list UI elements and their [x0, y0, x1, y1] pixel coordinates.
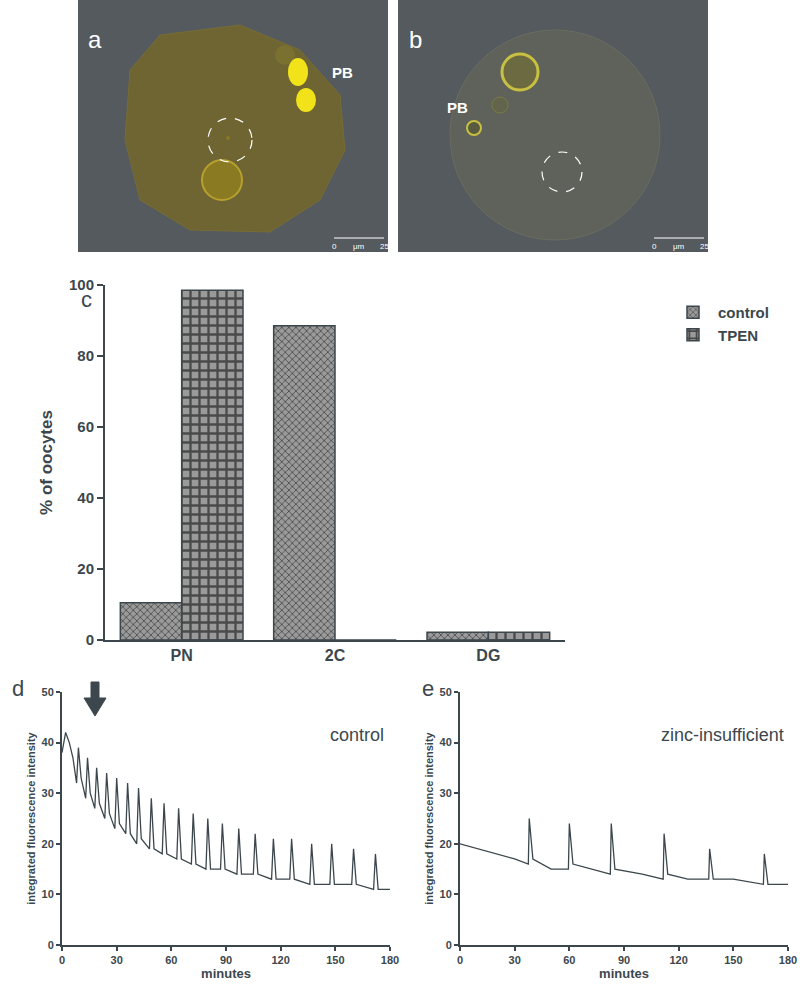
svg-text:zinc-insufficient: zinc-insufficient: [661, 725, 784, 745]
svg-text:2C: 2C: [325, 647, 346, 664]
svg-text:0: 0: [59, 954, 65, 966]
svg-text:120: 120: [669, 954, 687, 966]
svg-text:10: 10: [440, 888, 452, 900]
svg-text:0: 0: [457, 954, 463, 966]
svg-text:25: 25: [380, 242, 389, 251]
svg-text:PB: PB: [332, 64, 353, 81]
svg-text:90: 90: [220, 954, 232, 966]
svg-text:0: 0: [86, 631, 94, 648]
svg-text:0: 0: [48, 939, 54, 951]
svg-text:20: 20: [440, 838, 452, 850]
svg-text:25: 25: [700, 242, 709, 251]
svg-text:μm: μm: [353, 242, 365, 251]
svg-text:integrated fluorescence intens: integrated fluorescence intensity: [25, 731, 37, 904]
svg-text:0: 0: [446, 939, 452, 951]
svg-text:0: 0: [652, 242, 657, 251]
svg-text:50: 50: [440, 686, 452, 698]
svg-text:PB: PB: [447, 99, 468, 116]
svg-text:40: 40: [77, 489, 94, 506]
svg-text:90: 90: [618, 954, 630, 966]
svg-text:40: 40: [440, 736, 452, 748]
svg-text:30: 30: [111, 954, 123, 966]
svg-text:d: d: [12, 676, 24, 701]
svg-text:60: 60: [165, 954, 177, 966]
svg-text:180: 180: [381, 954, 399, 966]
svg-text:b: b: [409, 26, 422, 53]
svg-text:20: 20: [77, 560, 94, 577]
svg-text:30: 30: [440, 787, 452, 799]
svg-text:c: c: [81, 287, 92, 312]
svg-text:% of oocytes: % of oocytes: [37, 410, 56, 515]
svg-text:TPEN: TPEN: [718, 327, 758, 344]
svg-text:150: 150: [724, 954, 742, 966]
svg-text:30: 30: [509, 954, 521, 966]
svg-text:30: 30: [42, 787, 54, 799]
svg-text:0: 0: [332, 242, 337, 251]
svg-text:minutes: minutes: [201, 966, 251, 981]
svg-text:10: 10: [42, 888, 54, 900]
svg-text:50: 50: [42, 686, 54, 698]
svg-text:20: 20: [42, 838, 54, 850]
svg-text:μm: μm: [673, 242, 685, 251]
svg-text:e: e: [422, 676, 434, 701]
svg-text:40: 40: [42, 736, 54, 748]
svg-text:control: control: [330, 725, 384, 745]
svg-text:120: 120: [271, 954, 289, 966]
svg-text:180: 180: [779, 954, 797, 966]
svg-text:integrated fluorescence intens: integrated fluorescence intensity: [423, 731, 435, 904]
svg-text:80: 80: [77, 347, 94, 364]
svg-text:60: 60: [563, 954, 575, 966]
svg-text:DG: DG: [476, 647, 500, 664]
svg-text:100: 100: [69, 276, 94, 293]
svg-text:control: control: [718, 304, 769, 321]
svg-text:60: 60: [77, 418, 94, 435]
svg-text:minutes: minutes: [599, 966, 649, 981]
svg-text:150: 150: [326, 954, 344, 966]
svg-text:a: a: [88, 26, 102, 53]
svg-text:PN: PN: [171, 647, 193, 664]
